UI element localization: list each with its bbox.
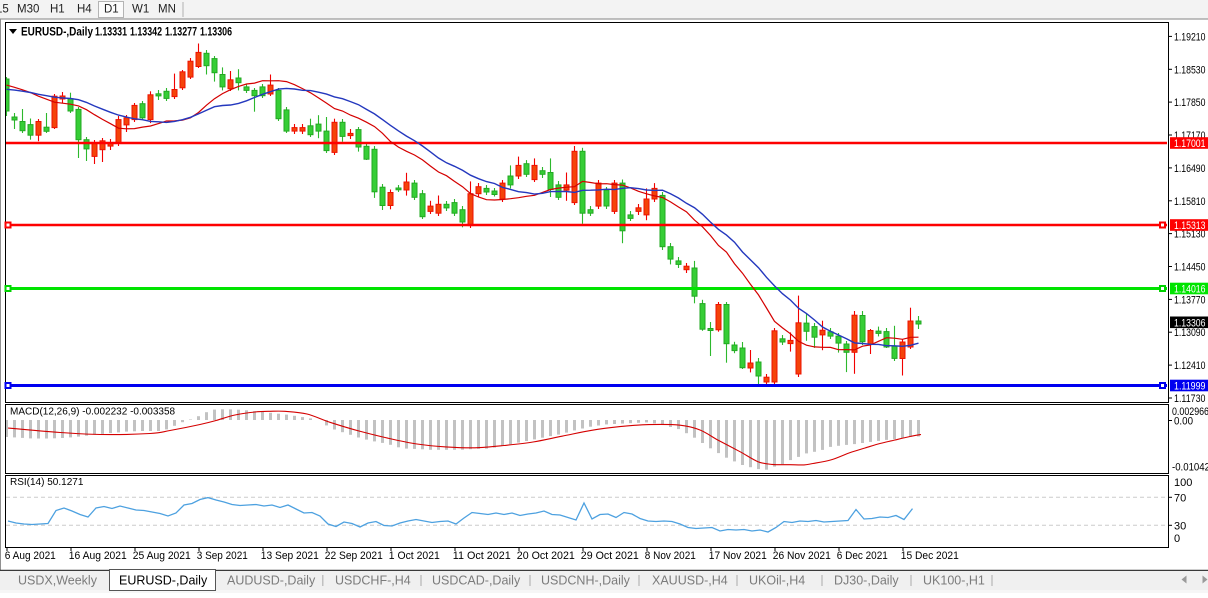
svg-text:1.17850: 1.17850 — [1174, 97, 1206, 109]
svg-text:1.13331: 1.13331 — [95, 27, 127, 39]
svg-text:1.17001: 1.17001 — [1174, 138, 1206, 150]
svg-text:1.15130: 1.15130 — [1174, 229, 1206, 241]
svg-text:25 Aug 2021: 25 Aug 2021 — [133, 550, 191, 562]
svg-text:1.15810: 1.15810 — [1174, 196, 1206, 208]
svg-text:17 Nov 2021: 17 Nov 2021 — [709, 550, 767, 562]
svg-text:1.13090: 1.13090 — [1174, 327, 1206, 339]
svg-text:USDCNH-,Daily: USDCNH-,Daily — [541, 574, 631, 588]
svg-text:3 Sep 2021: 3 Sep 2021 — [197, 550, 248, 562]
svg-text:6 Aug 2021: 6 Aug 2021 — [5, 550, 56, 562]
svg-text:AUDUSD-,Daily: AUDUSD-,Daily — [227, 574, 316, 588]
svg-text:1.11999: 1.11999 — [1174, 381, 1206, 393]
svg-text:1.13342: 1.13342 — [130, 27, 162, 39]
svg-text:22 Sep 2021: 22 Sep 2021 — [325, 550, 383, 562]
svg-text:11 Oct 2021: 11 Oct 2021 — [453, 550, 511, 562]
svg-text:1 Oct 2021: 1 Oct 2021 — [389, 550, 440, 562]
svg-text:6 Dec 2021: 6 Dec 2021 — [837, 550, 888, 562]
svg-text:70: 70 — [1174, 492, 1186, 504]
svg-text:0.00: 0.00 — [1174, 416, 1193, 428]
svg-text:16 Aug 2021: 16 Aug 2021 — [69, 550, 127, 562]
svg-text:USDCHF-,H4: USDCHF-,H4 — [335, 574, 411, 588]
svg-text:1.13770: 1.13770 — [1174, 294, 1206, 306]
svg-text:EURUSD-,Daily: EURUSD-,Daily — [21, 27, 94, 39]
svg-text:XAUUSD-,H4: XAUUSD-,H4 — [652, 574, 728, 588]
svg-text:1.18530: 1.18530 — [1174, 64, 1206, 76]
svg-text:1.13306: 1.13306 — [1174, 318, 1206, 330]
svg-text:15 Dec 2021: 15 Dec 2021 — [901, 550, 959, 562]
svg-text:M30: M30 — [17, 4, 39, 16]
svg-text:D1: D1 — [104, 4, 119, 16]
svg-text:0.002966: 0.002966 — [1172, 406, 1208, 418]
svg-text:13 Sep 2021: 13 Sep 2021 — [261, 550, 319, 562]
svg-text:20 Oct 2021: 20 Oct 2021 — [517, 550, 575, 562]
svg-text:1.14016: 1.14016 — [1174, 284, 1206, 296]
svg-text:EURUSD-,Daily: EURUSD-,Daily — [119, 574, 208, 588]
svg-text:DJ30-,Daily: DJ30-,Daily — [834, 574, 899, 588]
svg-text:MN: MN — [158, 4, 176, 16]
svg-text:-0.01042: -0.01042 — [1172, 462, 1208, 474]
svg-text:1.13277: 1.13277 — [165, 27, 197, 39]
svg-text:29 Oct 2021: 29 Oct 2021 — [581, 550, 639, 562]
svg-text:UK100-,H1: UK100-,H1 — [923, 574, 985, 588]
svg-text:MACD(12,26,9) -0.002232 -0.003: MACD(12,26,9) -0.002232 -0.003358 — [10, 407, 176, 418]
svg-text:H4: H4 — [77, 4, 92, 16]
svg-text:1.12410: 1.12410 — [1174, 360, 1206, 372]
svg-text:1.16490: 1.16490 — [1174, 163, 1206, 175]
svg-text:1.13306: 1.13306 — [200, 27, 232, 39]
svg-text:26 Nov 2021: 26 Nov 2021 — [773, 550, 831, 562]
svg-text:30: 30 — [1174, 520, 1186, 532]
svg-text:1.15313: 1.15313 — [1174, 220, 1206, 232]
svg-text:USDX,Weekly: USDX,Weekly — [18, 574, 98, 588]
svg-text:0: 0 — [1174, 533, 1180, 545]
svg-text:1.14450: 1.14450 — [1174, 262, 1206, 274]
svg-text:RSI(14) 50.1271: RSI(14) 50.1271 — [10, 477, 84, 488]
svg-text:H1: H1 — [50, 4, 65, 16]
svg-text:W1: W1 — [132, 4, 149, 16]
svg-text:1.19210: 1.19210 — [1174, 31, 1206, 43]
svg-text:8 Nov 2021: 8 Nov 2021 — [645, 550, 696, 562]
svg-text:1.11730: 1.11730 — [1174, 393, 1206, 405]
svg-text:100: 100 — [1174, 477, 1192, 489]
svg-text:USDCAD-,Daily: USDCAD-,Daily — [432, 574, 521, 588]
svg-text:UKOil-,H4: UKOil-,H4 — [749, 574, 805, 588]
svg-text:15: 15 — [0, 4, 9, 16]
